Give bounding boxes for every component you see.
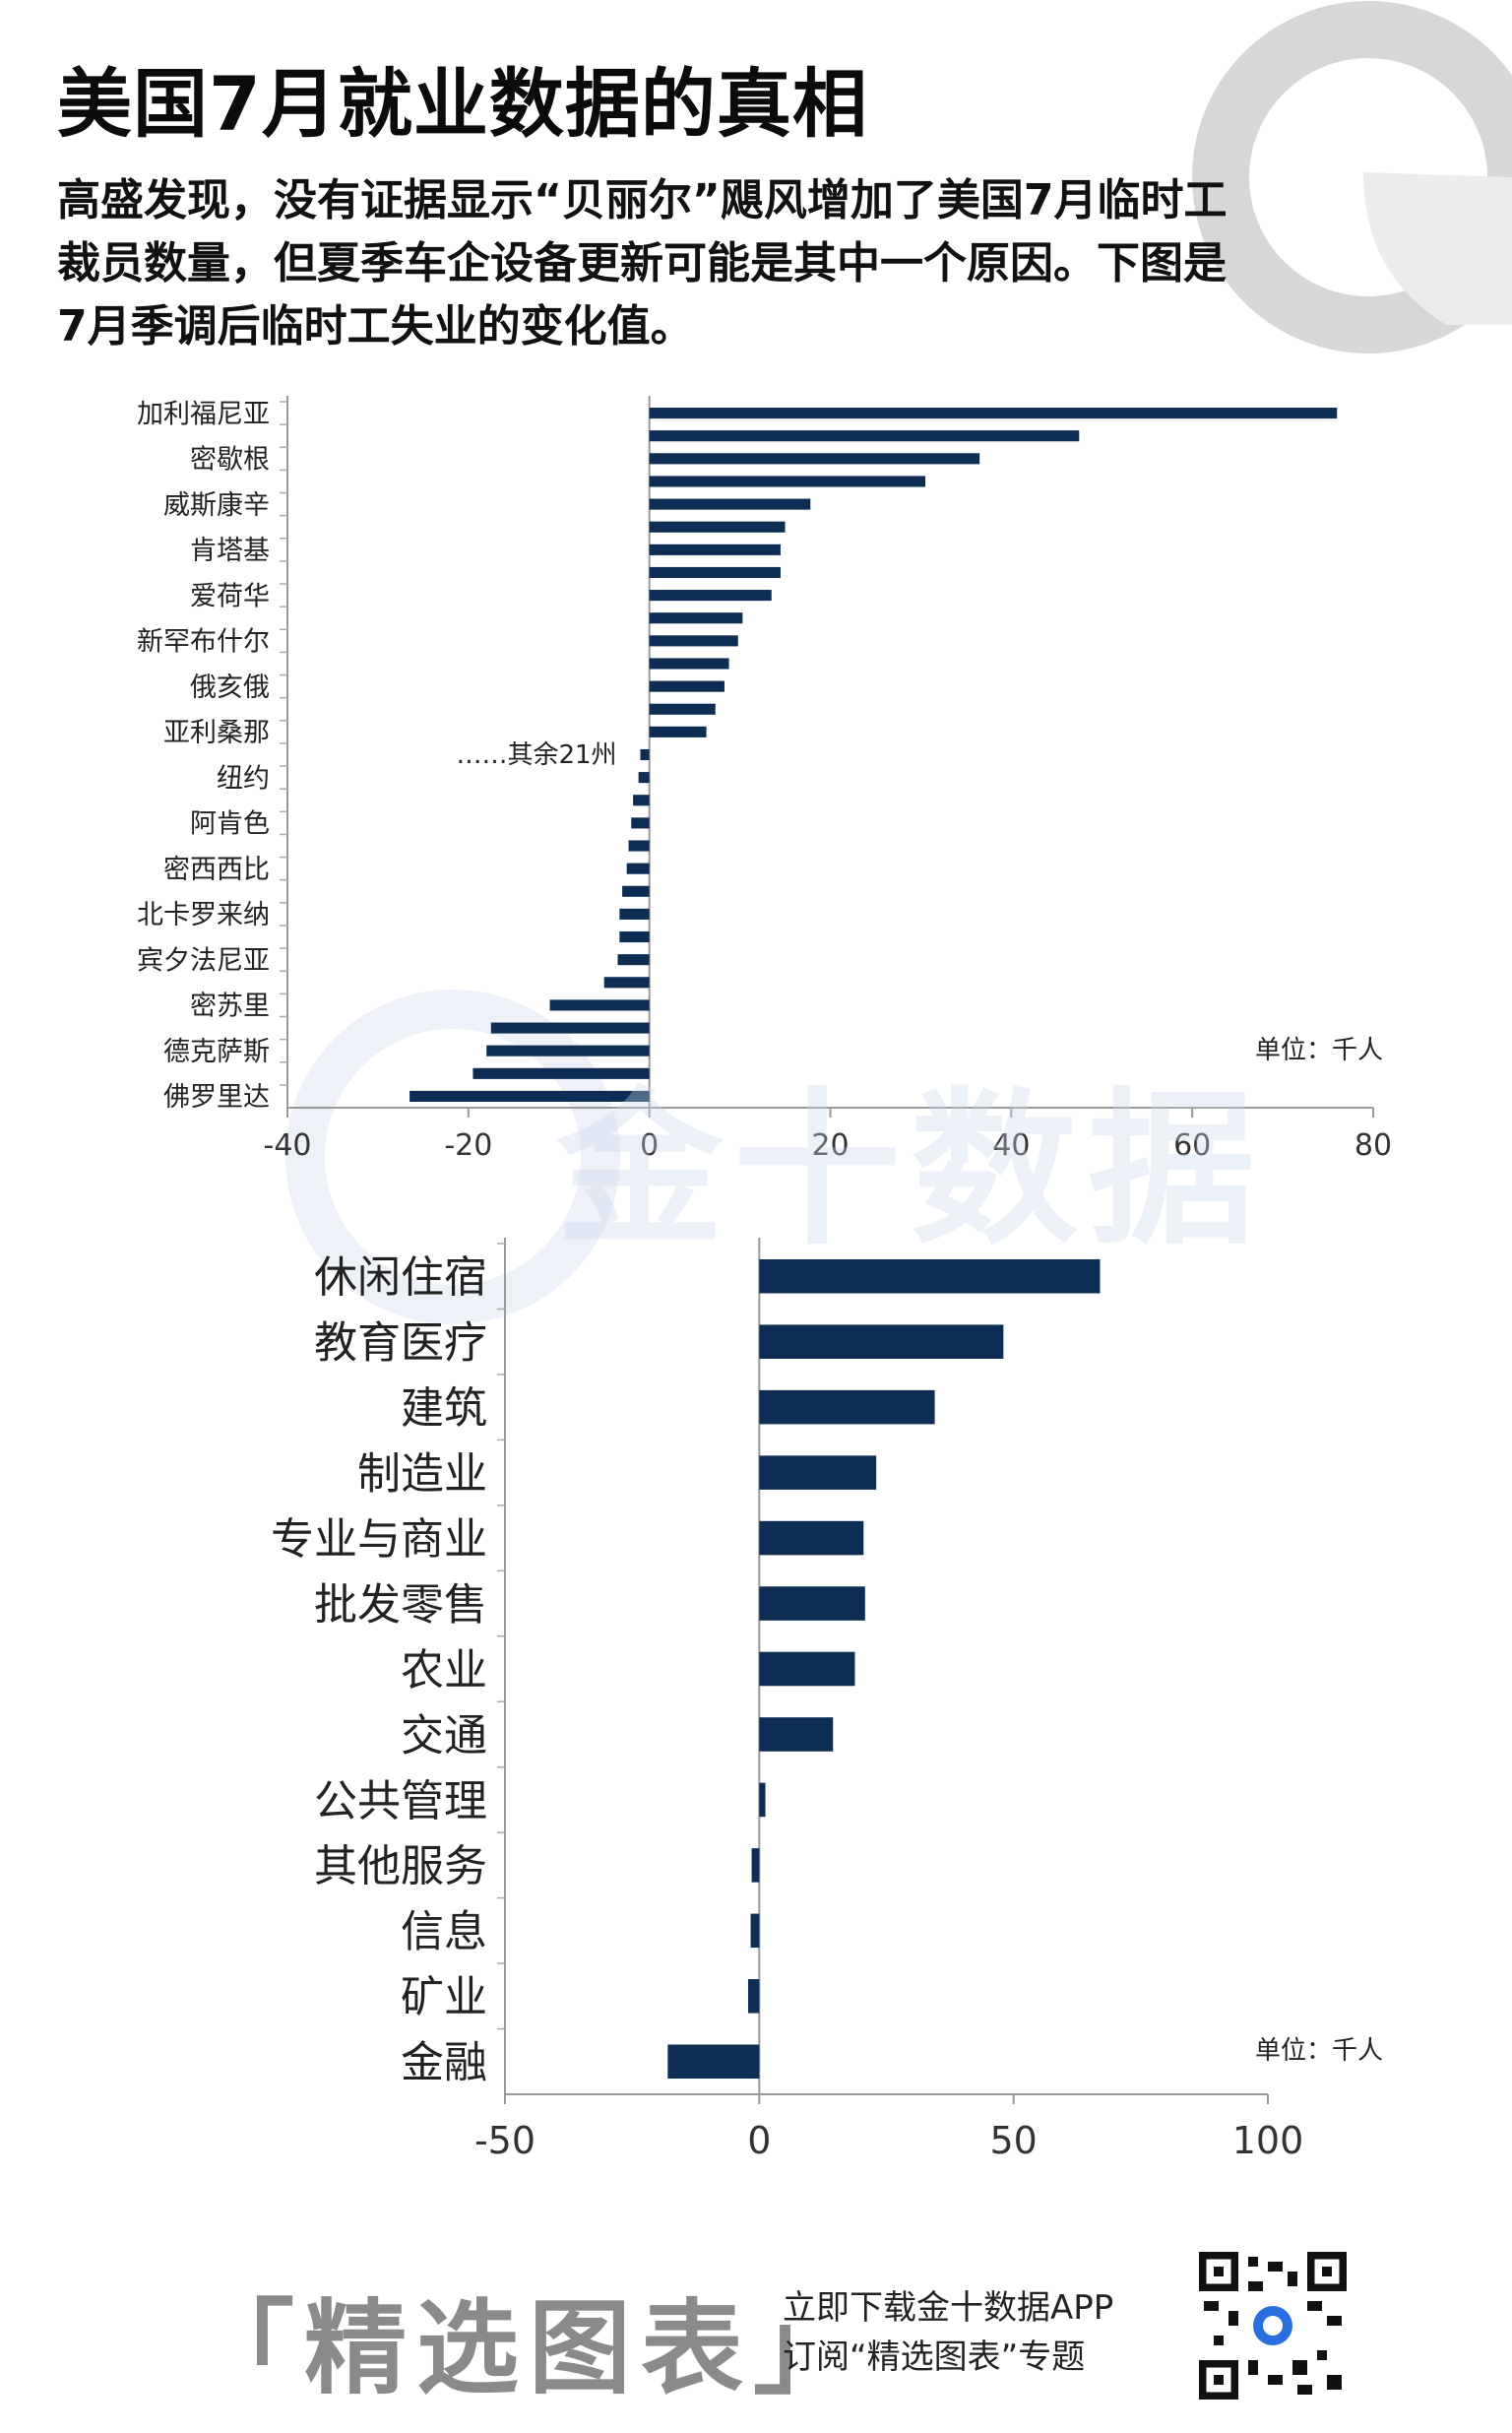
bar xyxy=(649,680,724,692)
bar xyxy=(628,840,650,852)
category-label: 阿肯色 xyxy=(190,809,270,840)
bar xyxy=(649,590,772,602)
category-label: 俄亥俄 xyxy=(190,672,270,703)
bar xyxy=(626,863,650,874)
bar xyxy=(759,1651,855,1687)
x-tick-label: 50 xyxy=(989,2119,1037,2162)
category-label: 其他服务 xyxy=(314,1841,487,1891)
bar xyxy=(750,1913,760,1949)
unit-label: 单位：千人 xyxy=(1255,2036,1383,2066)
category-label: 德克萨斯 xyxy=(163,1037,270,1067)
bar xyxy=(649,612,743,624)
bar xyxy=(619,908,650,920)
bar xyxy=(640,748,650,761)
bar xyxy=(759,1324,1004,1359)
x-tick-label: -40 xyxy=(264,1128,312,1163)
bar xyxy=(617,954,650,966)
footer-brand: 「精选图表」 xyxy=(192,2288,866,2408)
category-label: 宾夕法尼亚 xyxy=(137,945,270,976)
x-tick-label: 80 xyxy=(1354,1128,1392,1163)
category-label: 金融 xyxy=(401,2038,487,2088)
footer-download-text[interactable]: 立即下载金十数据APP xyxy=(783,2288,1114,2328)
qr-code-icon[interactable] xyxy=(1199,2252,1347,2400)
state-chart: -40 -20 0 20 40 60 80 加利福尼亚密歇根威斯康辛肯塔基爱荷华新罕布什尔俄亥… xyxy=(137,396,1392,1163)
bar xyxy=(649,521,786,533)
category-label: 休闲住宿 xyxy=(314,1252,487,1303)
x-tick-label: 0 xyxy=(747,2119,771,2162)
category-label: 佛罗里达 xyxy=(163,1082,270,1113)
category-label: 纽约 xyxy=(217,763,270,794)
bar xyxy=(649,408,1338,419)
x-tick-label: 100 xyxy=(1232,2119,1304,2162)
bar xyxy=(649,726,707,737)
bar xyxy=(619,930,650,943)
bar xyxy=(649,703,716,715)
x-tick-label: 40 xyxy=(992,1128,1030,1163)
industry-chart: -50 0 50 100 休闲住宿教育医疗建筑制造业专业与商业批发零售农业交通公共管理其… xyxy=(271,1238,1383,2162)
bar xyxy=(759,1717,834,1752)
category-label: 公共管理 xyxy=(314,1776,487,1826)
category-label: 农业 xyxy=(401,1645,487,1696)
bar xyxy=(490,1022,650,1034)
bar xyxy=(649,544,781,555)
bar xyxy=(410,1090,650,1102)
x-tick-label: 60 xyxy=(1173,1128,1211,1163)
bar xyxy=(631,817,650,829)
category-label: 教育医疗 xyxy=(314,1318,487,1369)
bar xyxy=(649,453,980,465)
category-label: 新罕布什尔 xyxy=(137,627,270,658)
category-label: 信息 xyxy=(401,1907,487,1957)
bar xyxy=(759,1586,865,1621)
bar xyxy=(649,566,781,579)
watermark-text: 金十数据 xyxy=(556,1073,1266,1268)
bar xyxy=(759,1389,935,1425)
annotation-label: ……其余21州 xyxy=(456,740,616,770)
category-label: 密苏里 xyxy=(190,992,270,1022)
category-label: 北卡罗来纳 xyxy=(137,900,270,930)
category-label: 密西西比 xyxy=(163,855,270,885)
bar xyxy=(759,1782,766,1818)
bar xyxy=(638,772,650,784)
bar xyxy=(622,885,650,897)
x-tick-label: -50 xyxy=(474,2119,536,2162)
bar xyxy=(486,1045,650,1056)
bar xyxy=(649,658,729,670)
category-label: 批发零售 xyxy=(314,1579,487,1630)
category-label: 交通 xyxy=(401,1710,487,1761)
unit-label: 单位：千人 xyxy=(1255,1036,1383,1065)
bar xyxy=(759,1520,864,1556)
x-tick-label: -20 xyxy=(444,1128,492,1163)
bar xyxy=(649,476,926,487)
bar xyxy=(549,999,650,1011)
category-label: 加利福尼亚 xyxy=(137,399,270,429)
page-subtitle: 高盛发现，没有证据显示“贝丽尔”飓风增加了美国7月临时工裁员数量，但夏季车企设备… xyxy=(57,175,1228,352)
x-tick-label: 20 xyxy=(811,1128,849,1163)
category-label: 矿业 xyxy=(401,1972,487,2022)
bar xyxy=(649,430,1080,442)
page-title: 美国7月就业数据的真相 xyxy=(57,60,868,148)
bar xyxy=(667,2044,760,2080)
category-label: 制造业 xyxy=(357,1448,487,1499)
bar xyxy=(759,1455,877,1490)
bar xyxy=(649,498,811,510)
category-label: 爱荷华 xyxy=(190,581,270,611)
bar xyxy=(751,1848,760,1883)
bar xyxy=(472,1067,650,1079)
category-label: 威斯康辛 xyxy=(163,490,270,521)
bar xyxy=(649,635,738,647)
category-label: 建筑 xyxy=(401,1383,487,1434)
bar xyxy=(603,977,650,989)
bar xyxy=(747,1979,760,2014)
footer-subscribe-text[interactable]: 订阅“精选图表”专题 xyxy=(783,2337,1086,2377)
bar xyxy=(633,795,650,806)
category-label: 密歇根 xyxy=(190,445,270,476)
category-label: 专业与商业 xyxy=(271,1514,487,1565)
bar xyxy=(759,1258,1101,1294)
category-label: 肯塔基 xyxy=(190,536,270,566)
x-tick-label: 0 xyxy=(640,1128,659,1163)
category-label: 亚利桑那 xyxy=(163,718,270,748)
